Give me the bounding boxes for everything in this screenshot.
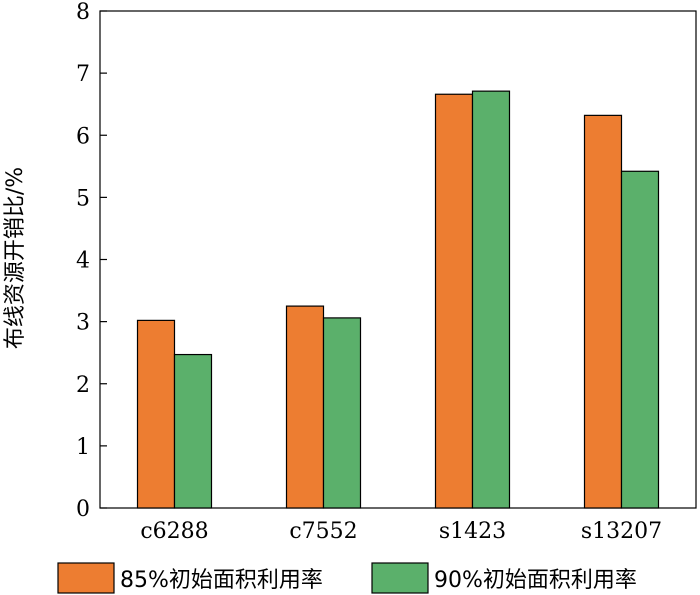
y-tick-label: 0: [76, 497, 90, 522]
y-tick-label: 8: [76, 0, 90, 25]
legend: 85%初始面积利用率 90%初始面积利用率: [57, 562, 637, 594]
plot-area: 0 1 2 3 4 5 6 7 8 c6288 c7552 s1423 s13207: [76, 0, 697, 544]
x-tick-label: c6288: [140, 519, 208, 544]
y-tick-label: 2: [76, 373, 90, 398]
legend-swatch-1: [57, 562, 115, 594]
y-axis-label: 布线资源开销比/%: [3, 167, 28, 349]
y-tick-label: 7: [76, 62, 90, 87]
bar-s1423-series-2: [471, 90, 511, 509]
bar-s13207-series-1: [583, 114, 623, 509]
bar-c7552-series-1: [285, 305, 325, 509]
bar-c7552-series-2: [322, 317, 362, 509]
legend-label-2: 90%初始面积利用率: [434, 568, 637, 593]
y-tick-label: 3: [76, 311, 90, 336]
x-tick-label: c7552: [289, 519, 357, 544]
y-tick-label: 4: [76, 249, 90, 274]
legend-label-1: 85%初始面积利用率: [120, 568, 323, 593]
x-tick-label: s1423: [439, 519, 506, 544]
y-tick-label: 1: [76, 435, 90, 460]
y-tick-label: 5: [76, 186, 90, 211]
bar-s1423-series-1: [434, 93, 474, 509]
legend-swatch-2: [371, 562, 429, 594]
y-tick-label: 6: [76, 124, 90, 149]
bar-c6288-series-2: [173, 353, 213, 509]
bar-c6288-series-1: [136, 319, 176, 509]
x-tick-label: s13207: [581, 519, 662, 544]
bar-s13207-series-2: [620, 170, 660, 509]
